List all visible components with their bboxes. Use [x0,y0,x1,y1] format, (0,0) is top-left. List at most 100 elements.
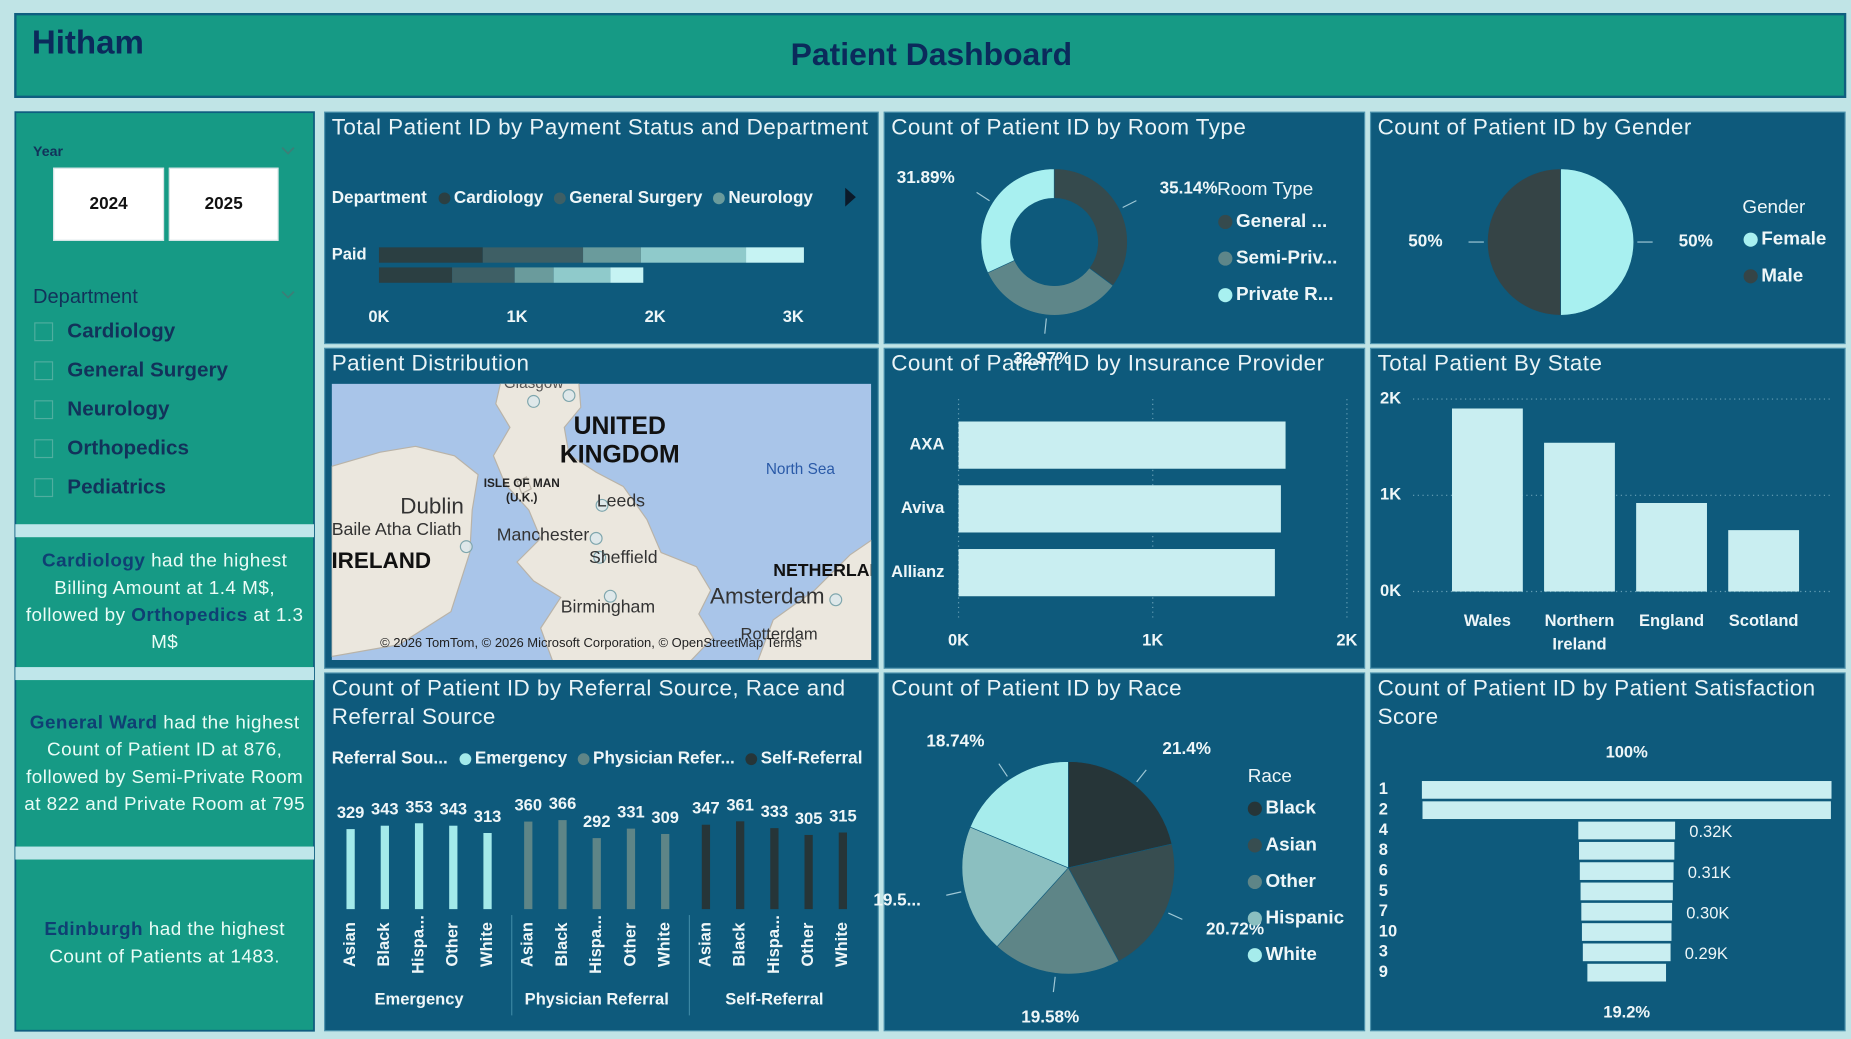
card-text: Edinburgh had the highest Count of Patie… [20,916,309,970]
map-label: Baile Atha Cliath [332,519,462,539]
location-bubble [595,498,609,512]
funnel-bar [1587,963,1667,982]
x-tick-label: 1K [506,307,527,326]
checkbox[interactable] [34,400,54,420]
panel-title: Count of Patient ID by Patient Satisfact… [1377,676,1816,730]
data-label: 353 [405,797,433,816]
x-tick-label: White [655,922,674,967]
legend-swatch [1247,948,1262,963]
department-option[interactable]: Orthopedics [67,435,189,460]
legend-title: Referral Sou... [332,749,448,768]
legend-label: General Surgery [569,188,703,207]
x-tick-label: Other [620,922,639,967]
panel-title: Count of Patient ID by Race [891,676,1183,702]
bar [626,828,636,910]
legend-label: Emergency [475,749,568,768]
bar [449,825,458,910]
chevron[interactable] [281,291,295,299]
bar [558,820,567,910]
bar [483,832,492,910]
map-label: Manchester [497,525,590,545]
insight-card: General Ward had the highest Count of Pa… [15,680,314,846]
year-button[interactable]: 2025 [168,167,279,241]
legend-swatch [553,192,566,205]
leader-line [998,763,1008,777]
slice [987,259,1114,316]
legend-label: Self-Referral [761,749,863,768]
funnel-bar [1579,862,1674,880]
x-tick-label: 0K [948,630,969,649]
funnel-bar [1581,923,1672,941]
data-label: 360 [514,796,542,815]
bar-segment [746,247,804,263]
separator [15,846,315,860]
legend-swatch [1218,251,1233,266]
checkbox[interactable] [34,361,54,381]
category-label: 4 [1379,820,1389,839]
chevron[interactable] [281,146,295,155]
location-bubble [562,389,576,403]
department-option[interactable]: Neurology [67,396,170,421]
checkbox[interactable] [34,322,54,342]
panel-title: Count of Patient ID by Insurance Provide… [891,351,1325,377]
slicer-label: Year [33,144,63,160]
x-tick-label: 1K [1142,630,1163,649]
location-bubble [589,531,603,545]
legend-swatch [713,192,725,205]
y-tick-label: 0K [1380,581,1401,600]
card-highlight: Cardiology [41,551,146,572]
leader-line [1122,200,1137,209]
slice [980,168,1055,274]
category-label: 2 [1379,800,1388,819]
map-label: UNITED [574,413,666,440]
leader-line [976,191,990,202]
slice [1068,761,1173,869]
slice [1560,168,1634,316]
legend-label: White [1265,944,1316,965]
x-tick-label: Black [374,922,393,967]
y-tick-label: Aviva [901,498,945,517]
bar [661,833,670,910]
legend-label: General ... [1236,211,1327,232]
legend-swatch [1218,214,1233,230]
data-label: 366 [549,794,577,813]
bar-segment [583,247,641,263]
department-option[interactable]: Cardiology [67,318,176,343]
department-option[interactable]: General Surgery [67,357,229,382]
category-label: 5 [1379,881,1388,900]
legend-scroll[interactable] [845,187,856,207]
bar-segment [514,267,554,283]
data-label: 361 [726,795,754,814]
legend-swatch [1743,269,1758,284]
group-label: Self-Referral [725,989,823,1008]
leader-line [1168,912,1183,920]
bar-segment [378,267,453,283]
y-tick-label: AXA [910,434,945,453]
checkbox[interactable] [34,478,54,498]
bar [414,823,424,910]
card-text-part: had the highest Billing Amount at 1.4 M$… [25,551,288,626]
legend-label: Neurology [728,188,813,207]
bar-segment [378,247,483,263]
bar-segment [482,247,584,263]
leader-line [1052,976,1056,993]
sidebar [14,111,315,1032]
legend-label: Black [1265,798,1316,819]
bar-segment [610,267,644,283]
x-tick-label: Asian [695,922,714,967]
legend-label: Asian [1265,834,1316,855]
data-label: 331 [617,803,645,822]
panel-title: Count of Patient ID by Room Type [891,115,1247,141]
bar [1636,502,1707,592]
group-label: Emergency [375,989,465,1008]
bar-segment [640,247,747,263]
panel-title: Total Patient By State [1377,351,1603,377]
x-tick-label: Black [552,922,571,967]
department-option[interactable]: Pediatrics [67,474,167,499]
legend-label: Other [1265,871,1316,892]
year-button[interactable]: 2024 [53,167,165,241]
checkbox[interactable] [34,439,54,459]
bar [770,828,779,910]
map-label: North Sea [766,461,835,478]
